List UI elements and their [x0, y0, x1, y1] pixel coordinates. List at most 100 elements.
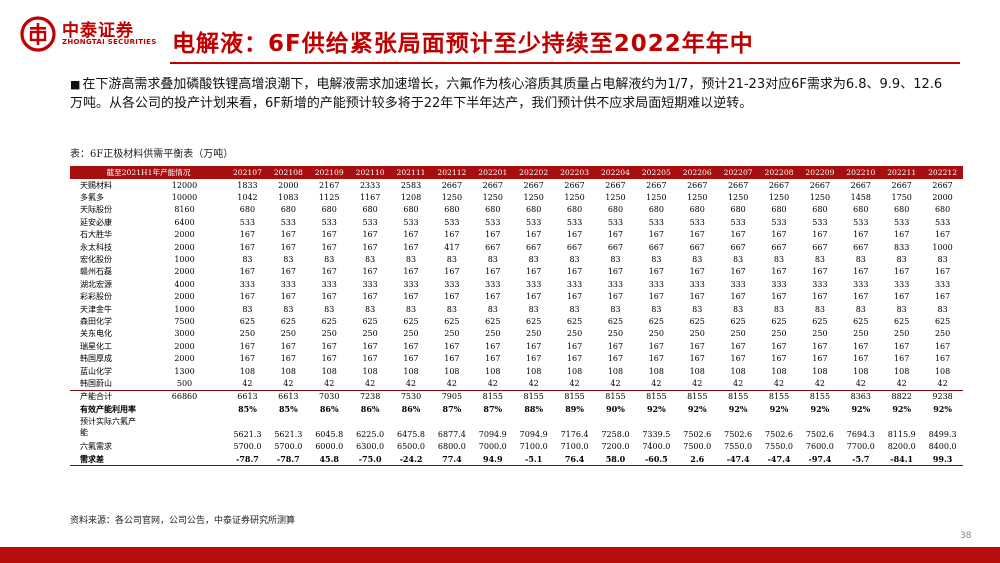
value-cell: 250	[934, 329, 951, 339]
zhongtai-logo-icon	[20, 16, 56, 52]
value-cell: -24.2	[390, 452, 432, 467]
base-capacity-cell: 6400	[174, 217, 195, 227]
value-cell: 42	[773, 378, 785, 388]
value-cell: 83	[446, 304, 457, 314]
value-cell: 250	[362, 329, 378, 339]
value-cell: 333	[526, 279, 542, 289]
value-cell: 1750	[891, 193, 912, 203]
value-cell: 7502.6	[683, 430, 712, 440]
value-cell: 42	[569, 378, 580, 388]
value-cell: 2667	[932, 180, 953, 190]
value-cell: 83	[528, 304, 539, 314]
base-capacity-cell	[142, 440, 227, 452]
value-cell: 167	[403, 292, 419, 302]
value-cell: 7094.9	[478, 430, 507, 440]
value-cell: 2667	[646, 180, 667, 190]
value-cell: 7238	[349, 389, 391, 404]
base-capacity-cell: 10000	[171, 193, 198, 203]
value-cell: 167	[771, 267, 787, 277]
value-cell: 680	[239, 205, 256, 215]
value-cell: -47.4	[758, 452, 800, 467]
value-cell: 250	[239, 329, 256, 339]
base-capacity-cell: 12000	[171, 180, 198, 190]
value-cell: 167	[485, 267, 501, 277]
value-cell: 42	[446, 378, 457, 388]
value-cell: 167	[607, 292, 624, 302]
value-cell: 250	[607, 329, 624, 339]
value-cell: 167	[485, 292, 501, 302]
value-cell: 625	[566, 316, 583, 326]
value-cell: -84.1	[881, 452, 923, 467]
value-cell: 108	[403, 366, 419, 376]
value-cell: 108	[607, 366, 624, 376]
value-cell: 333	[853, 279, 869, 289]
value-cell: 1083	[278, 193, 299, 203]
value-cell: -97.4	[799, 452, 841, 467]
value-cell: 7530	[390, 389, 432, 404]
value-cell: 167	[239, 354, 256, 364]
value-cell: -5.7	[840, 452, 882, 467]
value-cell: 83	[692, 255, 703, 265]
header-cell-month: 202206	[676, 166, 718, 179]
company-row: 韩国厚成 2000 167 167 167 167 167 167 167 167 167 167 16…	[70, 352, 963, 364]
value-cell: 167	[730, 267, 746, 277]
value-cell: -75.0	[349, 452, 391, 467]
value-cell: 533	[566, 217, 583, 227]
value-cell: 83	[569, 255, 580, 265]
demand-row: 六氟需求 5700.0 5700.0 6000.0 6300.0 6500.0 6800.0…	[70, 440, 963, 452]
value-cell: 2.6	[676, 452, 718, 467]
value-cell: 2167	[319, 180, 340, 190]
base-capacity-cell: 2000	[174, 267, 195, 277]
value-cell: 8155	[799, 389, 841, 404]
value-cell: 167	[689, 341, 705, 351]
value-cell: 533	[730, 217, 746, 227]
value-cell: 1250	[727, 193, 749, 203]
value-cell: 333	[444, 279, 460, 289]
value-cell: 1000	[932, 242, 953, 252]
value-cell: 7550.0	[765, 442, 794, 452]
base-capacity-cell	[142, 452, 227, 467]
value-cell: 83	[487, 255, 498, 265]
value-cell: 7258.0	[601, 430, 630, 440]
value-cell: 42	[365, 378, 376, 388]
value-cell: 7502.6	[805, 430, 834, 440]
value-cell: 167	[526, 292, 542, 302]
value-cell: 625	[894, 316, 910, 326]
value-cell: 250	[403, 329, 419, 339]
value-cell: 167	[566, 267, 583, 277]
value-cell: 92%	[769, 404, 789, 415]
value-cell: 533	[771, 217, 787, 227]
value-cell: 7502.6	[765, 430, 794, 440]
company-row: 彩彩股份 2000 167 167 167 167 167 167 167 167 167 167 16…	[70, 291, 963, 303]
value-cell: 333	[934, 279, 951, 289]
value-cell: 625	[280, 316, 296, 326]
value-cell: 667	[771, 242, 787, 252]
source-note: 资料来源：各公司官网，公司公告，中泰证券研究所测算	[70, 516, 296, 526]
value-cell: 8155	[717, 389, 759, 404]
value-cell: 333	[771, 279, 787, 289]
value-cell: 92%	[646, 404, 666, 415]
value-cell: 5621.3	[274, 430, 303, 440]
base-capacity-cell: 8160	[174, 205, 195, 215]
value-cell: 250	[648, 329, 664, 339]
row-label: 湖北宏源	[80, 279, 112, 289]
value-cell: 333	[403, 279, 419, 289]
value-cell: 7905	[431, 389, 473, 404]
value-cell: 667	[648, 242, 664, 252]
value-cell: 6225.0	[356, 430, 385, 440]
value-cell: 2000	[278, 180, 299, 190]
value-cell: 8822	[881, 389, 923, 404]
company-row: 森田化学 7500 625 625 625 625 625 625 625 625 625 625 62…	[70, 315, 963, 327]
value-cell: 167	[280, 267, 296, 277]
row-label: 韩国厚成	[80, 354, 112, 364]
value-cell: 167	[403, 341, 419, 351]
value-cell: 167	[362, 267, 378, 277]
value-cell: 167	[526, 354, 542, 364]
value-cell: 167	[730, 341, 746, 351]
value-cell: 8115.9	[887, 430, 916, 440]
value-cell: 2333	[359, 180, 381, 190]
value-cell: 167	[566, 354, 583, 364]
company-row: 赣州石磊 2000 167 167 167 167 167 167 167 167 167 167 16…	[70, 266, 963, 278]
value-cell: 99.3	[922, 452, 964, 467]
value-cell: 108	[894, 366, 910, 376]
